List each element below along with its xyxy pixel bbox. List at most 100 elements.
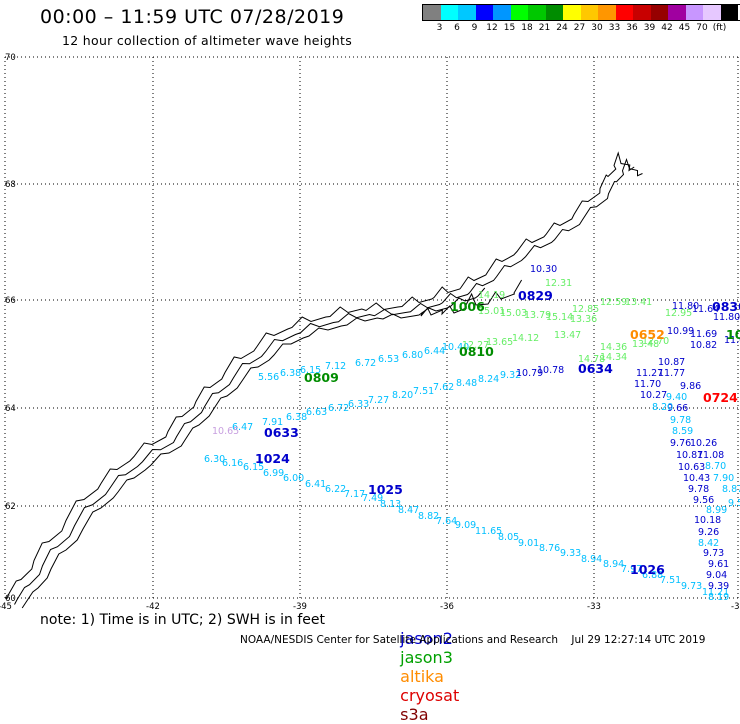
color-scale-tick-label: 9 xyxy=(471,23,478,33)
pass-time-label: 0829 xyxy=(518,288,553,303)
color-scale-tick-label: 15 xyxy=(503,23,516,33)
latitude-label: 64 xyxy=(5,404,16,414)
satellite-cryosat: cryosat xyxy=(400,686,460,705)
wave-height-value: 7.91 xyxy=(262,417,283,428)
wave-height-value: 10.78 xyxy=(537,365,564,376)
color-swatch xyxy=(475,5,493,20)
wave-height-value: 9.01 xyxy=(518,538,539,549)
wave-height-value: 9.32 xyxy=(500,370,521,381)
wave-height-value: 9.54 xyxy=(728,498,740,509)
wave-height-value: 8.87 xyxy=(722,484,740,495)
color-swatch xyxy=(440,5,458,20)
lat-lon-grid xyxy=(4,56,739,599)
wave-height-value: 6.33 xyxy=(348,399,369,410)
color-swatch xyxy=(563,5,581,20)
wave-height-value: 6.99 xyxy=(263,468,284,479)
color-scale-tick-label: 39 xyxy=(643,23,656,33)
wave-height-value: 9.61 xyxy=(708,559,729,570)
pass-time-label: 100 xyxy=(726,327,740,342)
wave-height-value: 10.87 xyxy=(658,357,685,368)
wave-height-value: 10.63 xyxy=(678,462,705,473)
wave-height-value: 8.19 xyxy=(708,592,729,603)
pass-time-label: 1006 xyxy=(450,299,485,314)
wave-height-value: 8.94 xyxy=(581,554,602,565)
latitude-label: 68 xyxy=(5,180,16,190)
latitude-label: 60 xyxy=(5,594,16,604)
color-swatch xyxy=(458,5,476,20)
wave-height-value: 6.72 xyxy=(328,403,349,414)
wave-height-value: 14.78 xyxy=(578,354,605,365)
satellite-altika: altika xyxy=(400,667,444,686)
pass-time-labels: 0809 0810 1006 0829 0633 0634 1024 1025 1026 083 0… xyxy=(255,288,740,577)
color-swatch xyxy=(633,5,651,20)
wave-height-value: 12.85 xyxy=(572,304,599,315)
wave-height-value: 9.78 xyxy=(670,415,691,426)
wave-height-value: 11.80 xyxy=(713,312,740,323)
wave-height-value: 9.73 xyxy=(681,581,702,592)
wave-height-value: 9.78 xyxy=(688,484,709,495)
pass-time-label: 1024 xyxy=(255,451,290,466)
wave-height-value: 9.66 xyxy=(667,403,688,414)
units-note: note: 1) Time is in UTC; 2) SWH is in fe… xyxy=(40,612,326,628)
color-scale-swatches xyxy=(422,4,740,21)
altimeter-tracks: 5.56 6.386.15 7.12 6.72 6.53 6.80 6.4410.407.9… xyxy=(204,264,740,603)
wave-height-value: 6.80 xyxy=(402,350,423,361)
wave-height-value: 8.70 xyxy=(705,461,726,472)
pass-time-label: 0809 xyxy=(304,370,339,385)
wave-height-value: 7.51 xyxy=(413,386,434,397)
latitude-label: 62 xyxy=(5,502,16,512)
longitude-label: -30 xyxy=(731,602,740,612)
wave-height-value: 6.88 xyxy=(642,570,663,581)
wave-height-value: 13.36 xyxy=(570,314,597,325)
wave-height-value: 8.47 xyxy=(398,505,419,516)
color-swatch xyxy=(685,5,703,20)
wave-height-value: 9.56 xyxy=(693,495,714,506)
wave-height-value: 13.79 xyxy=(524,310,551,321)
page-subtitle: 12 hour collection of altimeter wave hei… xyxy=(62,33,353,48)
wave-height-value: 13.65 xyxy=(486,337,513,348)
color-swatch xyxy=(510,5,528,20)
wave-height-value: 11.70 xyxy=(634,379,661,390)
longitude-label: -42 xyxy=(146,602,160,612)
color-swatch xyxy=(545,5,563,20)
wave-height-value: 12.31 xyxy=(545,278,572,289)
wave-height-value: 5.56 xyxy=(258,372,279,383)
wave-height-value: 9.76 xyxy=(670,438,691,449)
wave-height-value: 7.64 xyxy=(436,516,457,527)
color-scale-tick-label: 42 xyxy=(661,23,673,33)
wave-height-value: 8.05 xyxy=(498,532,519,543)
wave-height-value: 10.27 xyxy=(640,390,667,401)
color-scale-tick-label: 30 xyxy=(591,23,603,33)
color-scale-tick-label: (ft) xyxy=(712,23,727,33)
pass-time-label: 0652 xyxy=(630,327,665,342)
wave-height-value: 14.34 xyxy=(600,352,627,363)
color-scale-labels: 3 6 9 12 15 18 21 24 27 30 33 36 39 42 45 70 (ft) xyxy=(422,21,740,33)
wave-height-value: 10.18 xyxy=(694,515,721,526)
wave-height-value: 11.69 xyxy=(690,329,717,340)
coastline-segment xyxy=(6,151,635,600)
satellite-legend: jason2 jason3 altika cryosat s3a xyxy=(390,610,471,724)
wave-height-value: 15.14 xyxy=(546,312,573,323)
wave-height-value: 10.40 xyxy=(442,342,469,353)
wave-height-value: 10.82 xyxy=(690,340,717,351)
color-scale-tick-label: 6 xyxy=(454,23,460,33)
wave-height-value: 6.63 xyxy=(306,407,327,418)
wave-height-value: 9.09 xyxy=(455,520,476,531)
coastline-segment xyxy=(420,279,523,317)
wave-height-value: 11.21 xyxy=(702,587,729,598)
color-swatch xyxy=(580,5,598,20)
satellite-jason3: jason3 xyxy=(400,648,453,667)
pass-time-label: 0724 xyxy=(703,390,738,405)
satellite-s3a: s3a xyxy=(400,705,429,724)
wave-height-value: 8.42 xyxy=(698,538,719,549)
wave-height-value: 7.17 xyxy=(344,489,365,500)
color-swatch xyxy=(615,5,633,20)
wave-height-value: 6.15 xyxy=(243,462,264,473)
wave-height-value: 8.24 xyxy=(478,374,499,385)
color-scale-tick-label: 70 xyxy=(696,23,708,33)
color-scale-tick-label: 45 xyxy=(678,23,691,33)
wave-height-value: 7.27 xyxy=(368,395,389,406)
color-scale-tick-label: 36 xyxy=(626,23,638,33)
